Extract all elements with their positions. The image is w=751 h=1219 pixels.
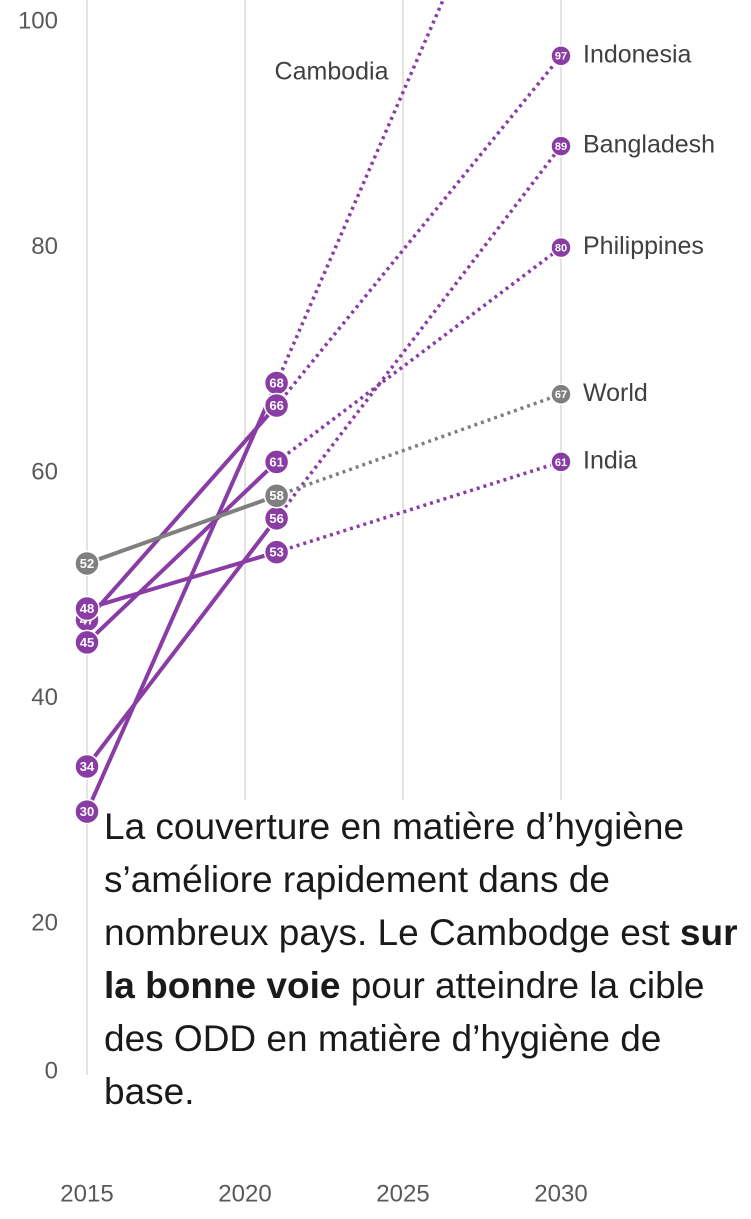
point-label: 68 (269, 375, 283, 390)
series-line (85, 460, 278, 644)
series-line (85, 382, 279, 813)
x-tick-label: 2025 (376, 1180, 429, 1207)
series-line (86, 550, 278, 611)
series-line (85, 404, 279, 622)
point-label: 56 (269, 511, 283, 526)
annotation-text: pour atteindre la cible des ODD en matiè… (104, 965, 705, 1112)
point-label: 30 (80, 804, 94, 819)
series-label: Philippines (583, 232, 704, 260)
point-label: 61 (269, 454, 283, 469)
y-tick-label: 60 (31, 459, 58, 486)
point-label: 80 (555, 243, 567, 255)
point (550, 45, 572, 67)
series-line (86, 493, 278, 566)
point-label: 97 (555, 51, 567, 63)
series-projection (275, 145, 563, 520)
x-tick-label: 2015 (60, 1180, 113, 1207)
x-tick-label: 2020 (218, 1180, 271, 1207)
series-projection (276, 460, 562, 554)
annotation-bold: sur la bonne voie (104, 912, 738, 1006)
point (74, 595, 100, 622)
point-label: 66 (269, 398, 283, 413)
point-label: 61 (555, 457, 567, 469)
point-label: 34 (80, 759, 95, 774)
point (263, 539, 290, 565)
series-line (85, 517, 279, 768)
point (74, 550, 100, 577)
point-label: 67 (555, 389, 567, 401)
point (263, 392, 290, 419)
point (550, 236, 572, 259)
point-label: 45 (80, 635, 94, 650)
plot: 3068476697345689456180525867485361 (74, 0, 572, 1075)
annotation-text: La couverture en matière d’hygiène s’amé… (104, 806, 685, 953)
point-label: 48 (80, 601, 94, 616)
point (263, 449, 290, 475)
series-projection (275, 246, 563, 464)
series-projection (275, 54, 563, 407)
point-label: 58 (269, 488, 283, 503)
point (550, 451, 572, 473)
series-projection (276, 392, 562, 498)
series-label: World (583, 379, 648, 407)
series-label: Bangladesh (583, 131, 715, 159)
series-label: India (583, 447, 637, 475)
point-label: 53 (269, 545, 283, 560)
y-tick-label: 40 (31, 684, 58, 711)
point-label: 52 (80, 556, 94, 571)
point (263, 483, 290, 509)
series-label: Cambodia (275, 58, 389, 86)
y-tick-label: 0 (45, 1057, 58, 1084)
point (74, 798, 100, 825)
annotation: La couverture en matière d’hygiène s’amé… (104, 800, 750, 1118)
y-tick-label: 80 (31, 233, 58, 260)
point (550, 135, 572, 157)
point (550, 383, 572, 405)
y-tick-label: 100 (18, 7, 58, 34)
point-label: 89 (555, 141, 567, 153)
series-label: Indonesia (583, 40, 692, 68)
x-tick-label: 2030 (534, 1180, 587, 1207)
point (74, 753, 100, 780)
y-tick-label: 20 (31, 910, 58, 937)
point (74, 629, 100, 656)
